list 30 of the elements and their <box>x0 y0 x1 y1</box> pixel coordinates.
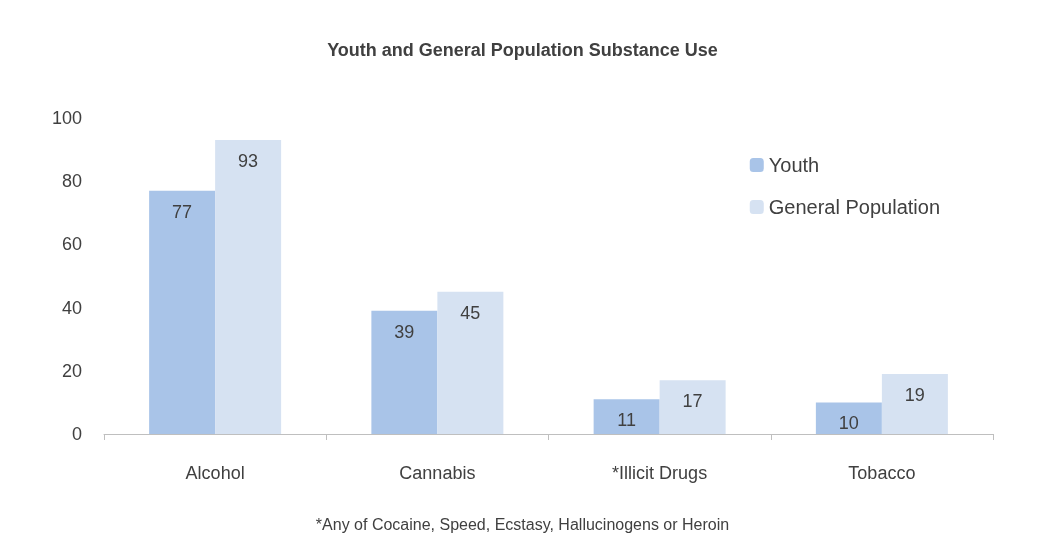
bar <box>215 140 282 434</box>
legend-label: General Population <box>768 196 940 218</box>
text: *Any of Cocaine, Speed, Ecstasy, Hallucinogens or Heroin <box>315 515 730 533</box>
data-label: 39 <box>394 321 415 342</box>
x-tick-label: *Illicit Drugs <box>612 463 708 483</box>
data-label: 45 <box>460 302 481 323</box>
y-tick-label: 60 <box>61 234 82 255</box>
bar <box>371 310 438 434</box>
bar <box>659 380 726 434</box>
bar <box>593 399 660 434</box>
data-label: 17 <box>682 391 703 412</box>
data-label: 11 <box>617 410 636 431</box>
y-tick-label: 100 <box>51 108 82 128</box>
bar <box>881 373 948 434</box>
bar <box>815 402 882 434</box>
x-tick-label: Cannabis <box>399 463 476 483</box>
y-tick-label: 20 <box>61 360 82 381</box>
y-tick-label: 0 <box>71 424 82 444</box>
y-tick-label: 40 <box>61 297 82 318</box>
data-label: 77 <box>172 201 193 222</box>
bar <box>437 291 504 434</box>
data-label: 19 <box>904 384 925 405</box>
x-tick-label: Alcohol <box>185 463 245 483</box>
bar <box>149 190 216 434</box>
chart-title: Youth and General Population Substance Use <box>327 40 718 60</box>
legend-label: Youth <box>768 154 820 176</box>
x-tick-label: Tobacco <box>848 463 916 483</box>
data-label: 10 <box>838 413 859 434</box>
data-label: 93 <box>238 151 259 172</box>
y-tick-label: 80 <box>61 171 82 192</box>
